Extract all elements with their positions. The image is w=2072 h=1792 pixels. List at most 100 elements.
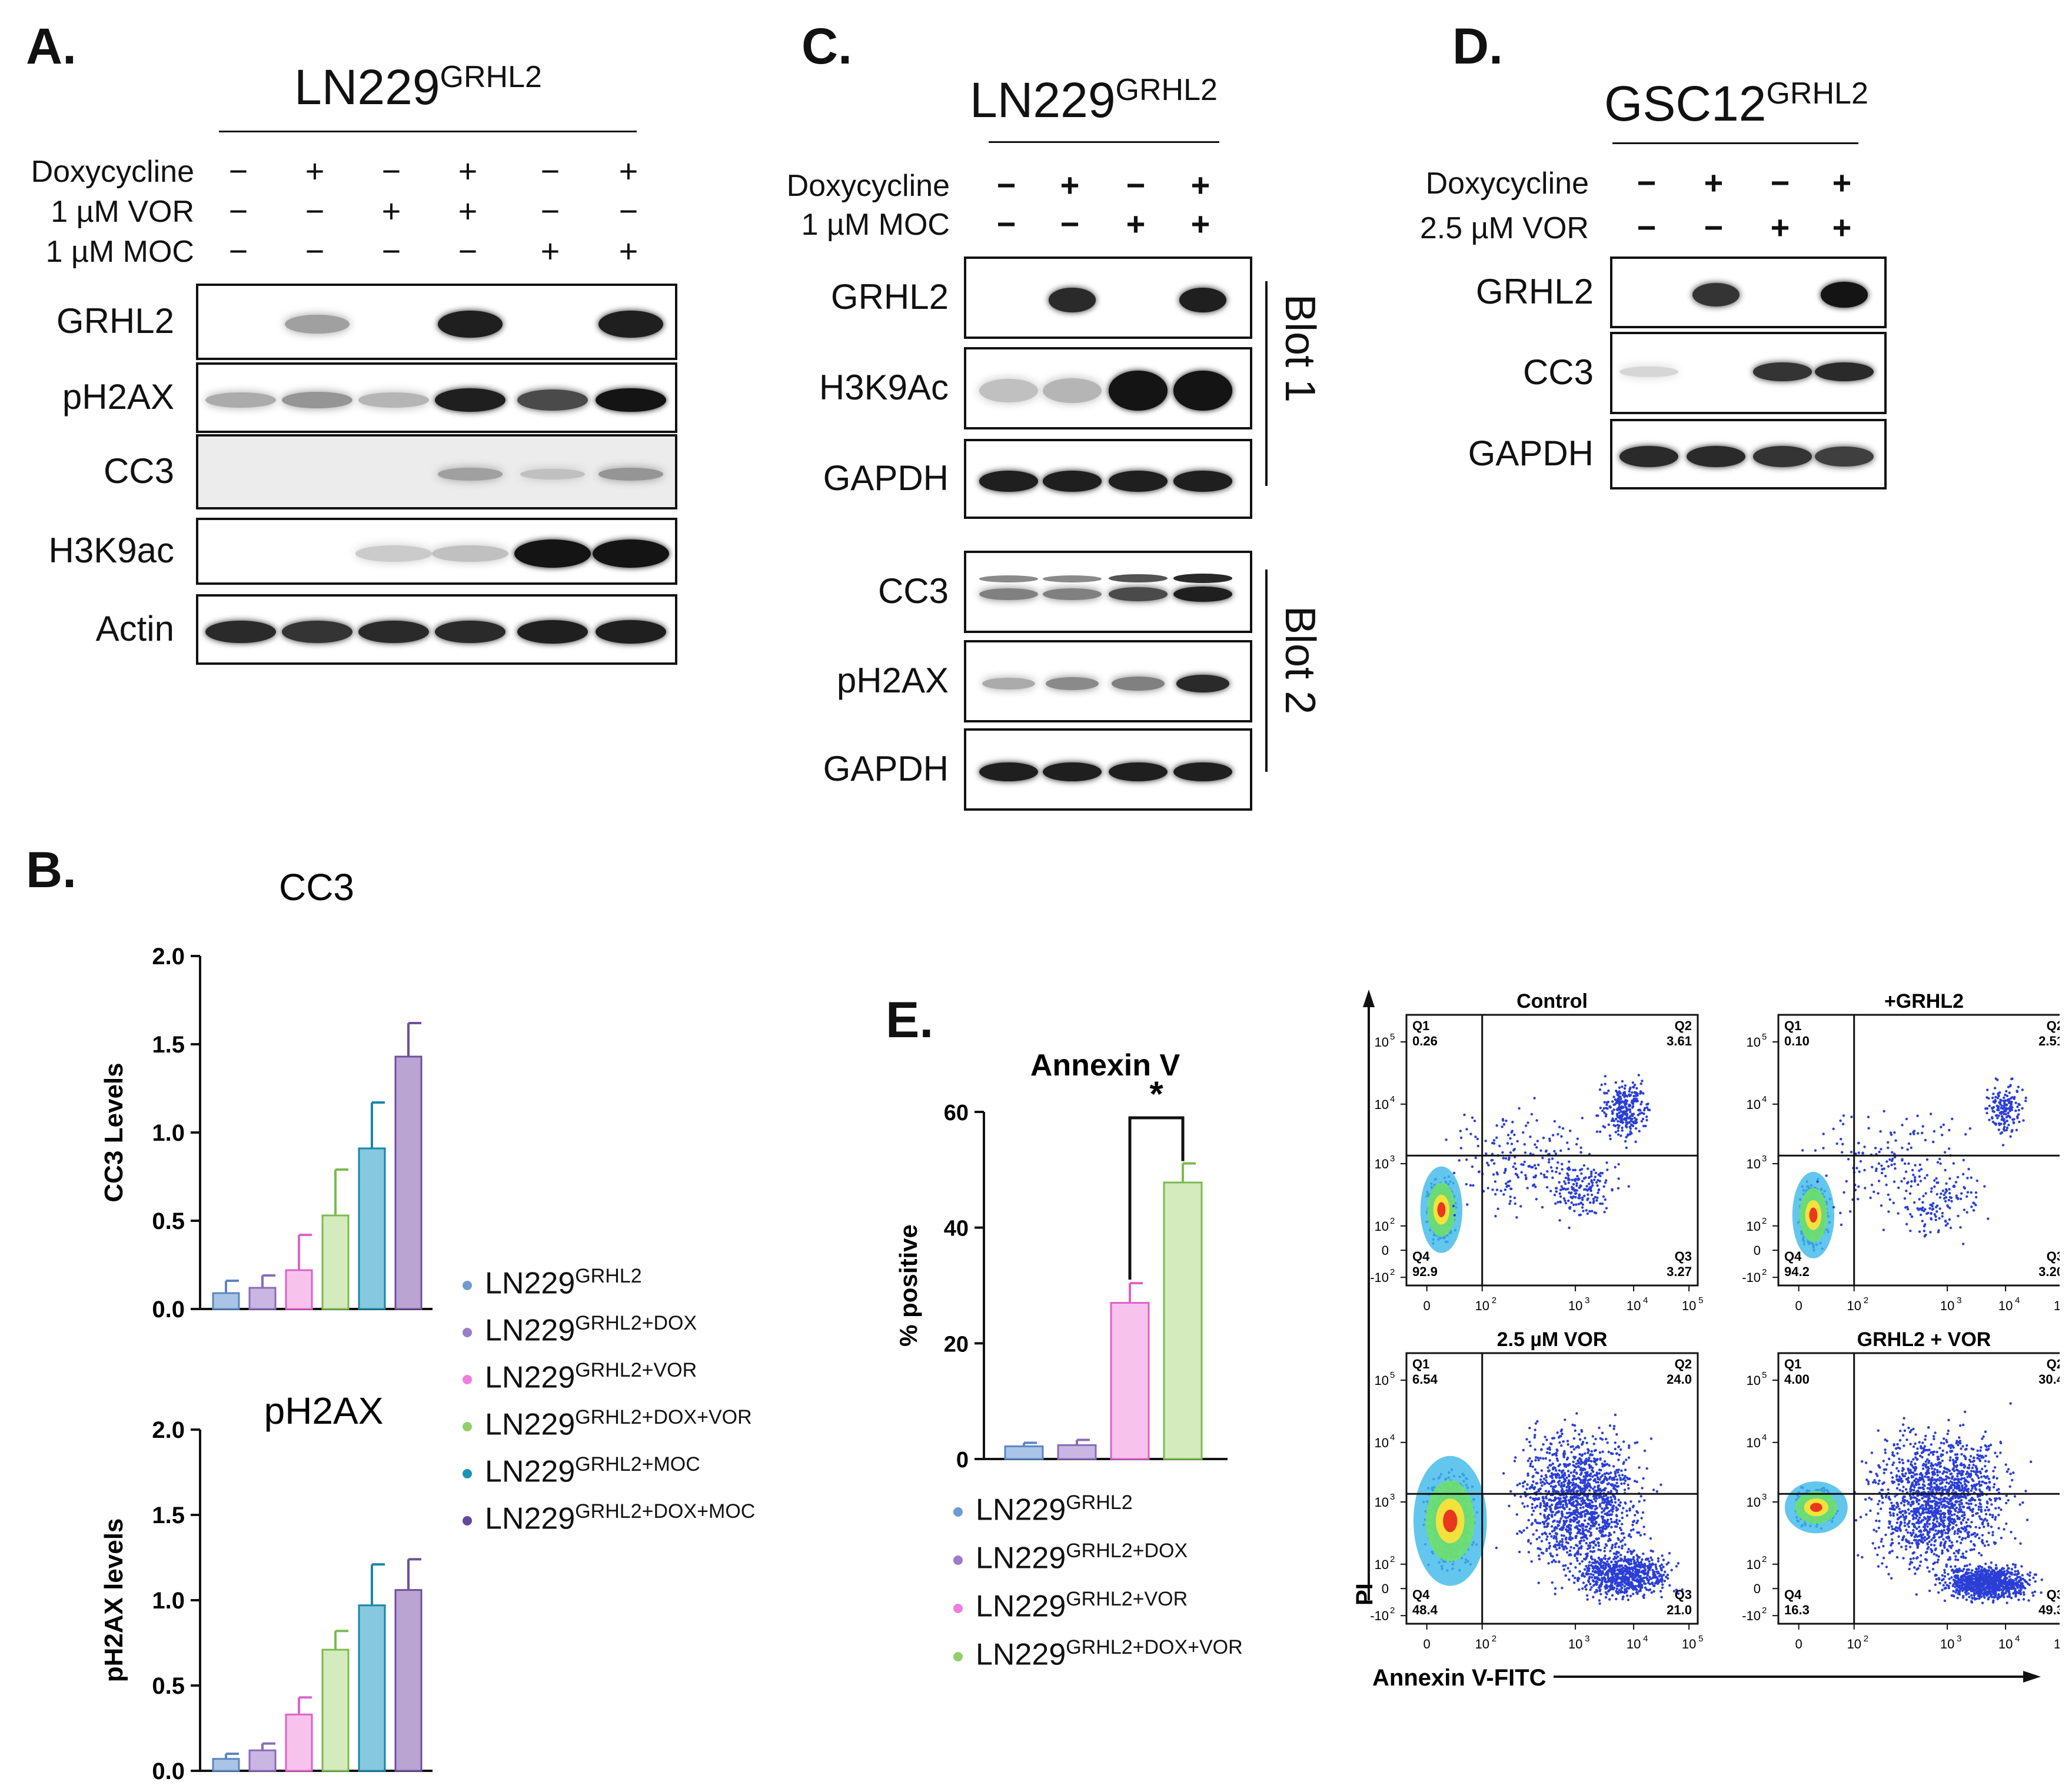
flow-event (1568, 1226, 1571, 1230)
flow-event (1560, 1135, 1563, 1138)
flow-event (1607, 1123, 1610, 1126)
flow-event (1598, 1523, 1601, 1526)
band (979, 575, 1038, 582)
flow-event (1609, 1106, 1612, 1109)
legend-item: LN229GRHL2+DOX+MOC (463, 1500, 755, 1536)
flow-event (1596, 1516, 1599, 1519)
flow-event (1504, 1169, 1507, 1173)
flow-event (1541, 1480, 1544, 1484)
flow-event (1905, 1190, 1908, 1193)
flow-event (2021, 1107, 2024, 1110)
condition-sign: − (228, 152, 248, 189)
flow-event (1506, 1180, 1509, 1184)
flow-event (1857, 1185, 1860, 1188)
band (1173, 762, 1232, 782)
flow-event (1645, 1118, 1648, 1122)
flow-event (1589, 1186, 1592, 1189)
flow-event (1624, 1468, 1627, 1471)
flow-event (1905, 1182, 1909, 1185)
flow-event (1629, 1500, 1632, 1503)
flow-event (1932, 1202, 1935, 1205)
condition-sign: + (618, 152, 638, 189)
flow-event (1506, 1134, 1510, 1137)
flow-event (1801, 1149, 1804, 1152)
flow-event (1631, 1106, 1634, 1109)
blot-label-grhl2: GRHL2 (1475, 272, 1594, 311)
flow-event (1505, 1182, 1508, 1185)
flow-event (1659, 1483, 1662, 1486)
flow-event (1885, 1183, 1888, 1187)
flow-event (2003, 1125, 2006, 1128)
flow-event (1634, 1140, 1637, 1143)
flow-event (1528, 1164, 1531, 1168)
flow-event (1555, 1554, 1559, 1557)
flow-event (1586, 1189, 1589, 1192)
band (438, 468, 503, 481)
flow-event (1578, 1433, 1581, 1436)
flow-event (1614, 1131, 1617, 1134)
flow-event (1583, 1194, 1586, 1197)
flow-event (1911, 1168, 1914, 1172)
y-tick-label: 0.0 (152, 1758, 185, 1784)
flow-event (1581, 1468, 1584, 1472)
flow-event (1617, 1445, 1620, 1448)
quadrant-name: Q4 (1784, 1249, 1802, 1264)
flow-event (1616, 1478, 1619, 1481)
condition-sign: − (996, 166, 1016, 204)
flow-event (1596, 1196, 1599, 1200)
flow-event (1947, 1198, 1950, 1202)
blot-label-ph2ax: pH2AX (62, 377, 174, 417)
flow-event (1603, 1464, 1606, 1467)
flow-event (1494, 1180, 1497, 1183)
flow-event (1628, 1125, 1631, 1128)
flow-event (1590, 1172, 1593, 1175)
flow-event (1975, 1195, 1978, 1199)
flow-event (1563, 1483, 1566, 1487)
band (1109, 587, 1168, 601)
blot-strip-gapdh (1610, 419, 1887, 489)
flow-event (1492, 1162, 1496, 1165)
flow-event (1623, 1488, 1627, 1491)
flow-event (1595, 1527, 1598, 1530)
flow-event (1525, 1177, 1528, 1181)
flow-event (1642, 1092, 1645, 1095)
band (596, 388, 666, 412)
flow-event (1523, 1160, 1526, 1164)
flow-event (1621, 1516, 1624, 1520)
flow-event (1585, 1484, 1589, 1487)
flow-event (1544, 1435, 1546, 1438)
flow-event (1920, 1168, 1923, 1171)
flow-event (1564, 1183, 1567, 1185)
flow-event (1516, 1532, 1519, 1535)
flow-event (1822, 1133, 1825, 1135)
flow-event (1632, 1520, 1636, 1523)
flow-event (1935, 1177, 1938, 1180)
flow-event (1519, 1205, 1522, 1208)
flow-event (1624, 1140, 1627, 1143)
flow-event (1910, 1215, 1914, 1218)
flow-event (1893, 1153, 1896, 1155)
y-tick-label: 10 (1747, 1097, 1761, 1112)
y-tick-label: 0 (956, 1448, 969, 1473)
flow-event (1535, 1529, 1538, 1532)
flow-event (1572, 1501, 1575, 1504)
legend-item: LN229GRHL2+DOX+VOR (953, 1636, 1243, 1672)
flow-event (1957, 1214, 1960, 1218)
flow-event (1929, 1231, 1932, 1234)
flow-event (1935, 1193, 1938, 1196)
flow-event (1597, 1191, 1599, 1194)
flow-event (1591, 1210, 1594, 1213)
legend-text: LN229 (976, 1541, 1066, 1576)
flow-event (1634, 1514, 1637, 1517)
condition-sign: + (540, 232, 560, 269)
flow-event (2017, 1113, 2020, 1116)
flow-event (1558, 1528, 1562, 1531)
flow-event (1579, 1460, 1583, 1463)
flow-event (1623, 1087, 1627, 1090)
flow-event (1601, 1507, 1604, 1510)
flow-event (1933, 1130, 1936, 1133)
flow-event (1531, 1465, 1534, 1468)
flow-event (1840, 1138, 1842, 1141)
flow-event (1592, 1178, 1596, 1181)
